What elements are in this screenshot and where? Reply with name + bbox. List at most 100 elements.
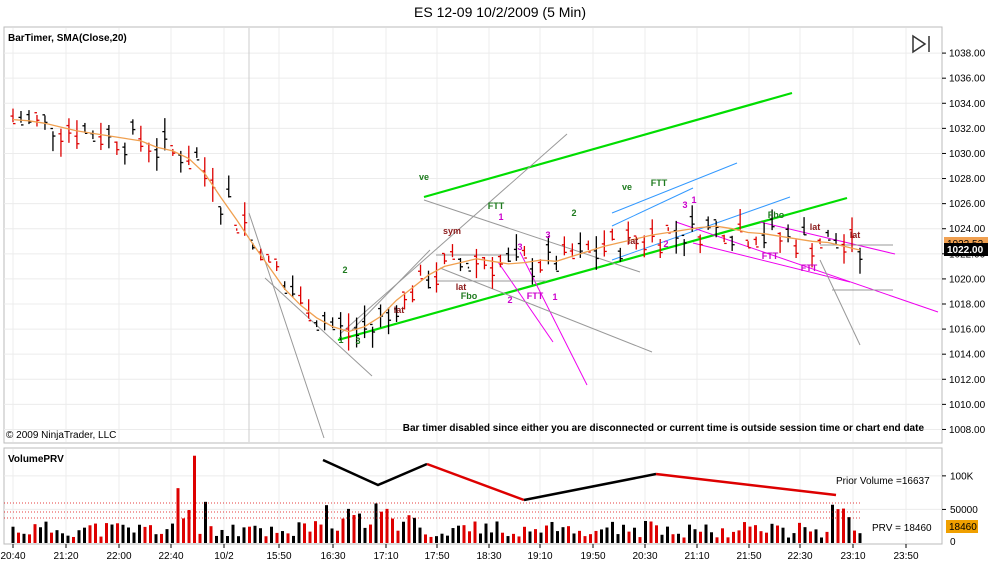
volume-bar (105, 523, 108, 543)
volume-bar (572, 533, 576, 543)
volume-label: VolumePRV (8, 454, 64, 465)
volume-bar (253, 525, 257, 543)
volume-bar (704, 524, 708, 543)
magenta-channel-line (675, 221, 939, 313)
volume-bar (336, 530, 339, 543)
volume-bar (495, 521, 499, 543)
time-tick-label: 18:30 (476, 551, 501, 562)
volume-bar (28, 534, 31, 543)
volume-bar (270, 526, 273, 543)
time-tick-label: 21:20 (53, 551, 78, 562)
volume-bar (809, 531, 812, 543)
annotation-label: 2 (507, 295, 512, 305)
volume-bar (737, 530, 741, 543)
volume-bar (391, 518, 394, 543)
annotation-label: Fbo (461, 291, 478, 301)
svg-text:18460: 18460 (949, 522, 977, 533)
green-channel-upper (423, 91, 793, 199)
gray-trend-line (819, 259, 861, 346)
time-tick-label: 10/2 (214, 551, 234, 562)
volume-bar (622, 524, 625, 543)
volume-bar (512, 533, 515, 543)
volume-lines (4, 458, 860, 519)
annotation-label: ve (419, 172, 429, 182)
volume-bar (220, 529, 224, 543)
annotation-label: 3 (355, 336, 360, 346)
time-tick-label: 19:50 (580, 551, 605, 562)
volume-bar (72, 536, 75, 543)
price-tick-label: 1032.00 (949, 124, 986, 135)
price-tick-label: 1024.00 (949, 224, 986, 235)
volume-bar (33, 524, 37, 543)
volume-bar (61, 533, 64, 543)
volume-bar (770, 523, 774, 543)
volume-bar (154, 534, 158, 543)
volume-bar (127, 527, 130, 543)
volume-bar (325, 505, 328, 543)
volume-bar (149, 525, 152, 543)
volume-bar (440, 533, 444, 543)
annotation-label: 3 (545, 230, 550, 240)
price-panel[interactable] (3, 26, 943, 444)
volume-panel[interactable] (3, 447, 943, 545)
volume-bar (534, 529, 537, 543)
volume-bar (479, 533, 482, 543)
volume-bar (11, 526, 15, 543)
volume-bar (567, 526, 570, 543)
volume-trend-line (322, 458, 428, 487)
volume-bar (820, 537, 823, 543)
volume-bar (209, 526, 213, 543)
volume-bar (121, 524, 125, 543)
annotation-label: FTT (762, 251, 779, 261)
blue-channel-line (611, 187, 694, 227)
time-tick-label: 21:50 (736, 551, 761, 562)
volume-bar (721, 528, 724, 543)
sma-line (12, 118, 861, 333)
volume-bar (446, 535, 449, 543)
annotation-label: 3 (682, 200, 687, 210)
volume-bar (451, 528, 455, 543)
volume-bar (138, 524, 141, 543)
prior-volume-text: Prior Volume =16637 (836, 476, 930, 487)
volume-bar (506, 536, 510, 543)
magenta-channel-line (692, 242, 851, 283)
volume-bar (671, 534, 675, 543)
volume-bar (561, 527, 565, 543)
volume-bar (798, 522, 801, 543)
volume-trend-line (426, 462, 525, 502)
volume-bar (792, 533, 796, 543)
volume-bar (501, 532, 504, 543)
volume-bar (611, 521, 614, 543)
volume-bar (424, 534, 427, 543)
price-tick-label: 1014.00 (949, 350, 986, 361)
volume-bar (407, 515, 411, 543)
volume-bar (308, 531, 312, 543)
volume-bar (198, 533, 202, 543)
volume-bar (94, 523, 97, 543)
volume-bar (88, 525, 92, 543)
gray-trend-line (439, 267, 653, 353)
volume-bar (715, 537, 719, 543)
blue-channel-line (611, 196, 791, 261)
time-tick-label: 20:40 (0, 551, 25, 562)
volume-bar (550, 521, 554, 543)
volume-bar (380, 511, 383, 543)
annotation-label: FTT (488, 201, 505, 211)
volume-bar (171, 523, 174, 543)
price-tick-label: 1028.00 (949, 174, 986, 185)
volume-bar (187, 510, 191, 543)
indicator-label: BarTimer, SMA(Close,20) (8, 33, 127, 44)
volume-bar (314, 521, 317, 543)
play-bar-icon[interactable] (912, 34, 930, 54)
volume-bar (484, 523, 488, 543)
annotation-label: 1 (691, 195, 696, 205)
gray-trend-line (264, 277, 373, 377)
volume-bar (39, 527, 42, 543)
price-tick-label: 1036.00 (949, 74, 986, 85)
volume-bar (429, 536, 433, 543)
price-tick-label: 1030.00 (949, 149, 986, 160)
time-tick-label: 17:10 (373, 551, 398, 562)
time-tick-label: 23:10 (840, 551, 865, 562)
trend-lines[interactable] (248, 91, 939, 439)
